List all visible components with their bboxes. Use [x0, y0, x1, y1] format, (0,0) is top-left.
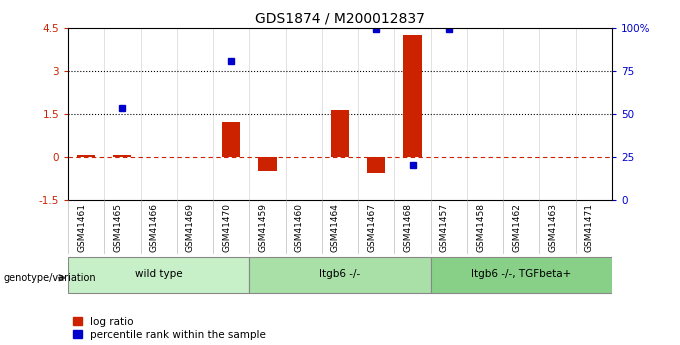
Bar — [258, 157, 277, 171]
Text: GSM41463: GSM41463 — [549, 203, 558, 252]
FancyBboxPatch shape — [250, 257, 430, 293]
FancyBboxPatch shape — [68, 257, 250, 293]
Text: GSM41464: GSM41464 — [331, 203, 340, 252]
Text: GSM41467: GSM41467 — [367, 203, 376, 252]
Legend: log ratio, percentile rank within the sample: log ratio, percentile rank within the sa… — [73, 317, 266, 340]
Text: GSM41462: GSM41462 — [512, 203, 522, 252]
Text: GSM41466: GSM41466 — [150, 203, 158, 252]
Text: Itgb6 -/-, TGFbeta+: Itgb6 -/-, TGFbeta+ — [471, 269, 571, 279]
Text: genotype/variation: genotype/variation — [3, 273, 96, 283]
Bar — [331, 110, 349, 157]
Text: GSM41458: GSM41458 — [476, 203, 485, 252]
Text: GSM41459: GSM41459 — [258, 203, 267, 252]
Text: GSM41469: GSM41469 — [186, 203, 195, 252]
Text: GSM41465: GSM41465 — [114, 203, 122, 252]
Text: GSM41470: GSM41470 — [222, 203, 231, 252]
FancyBboxPatch shape — [430, 257, 612, 293]
Title: GDS1874 / M200012837: GDS1874 / M200012837 — [255, 11, 425, 25]
Text: wild type: wild type — [135, 269, 182, 279]
Bar — [403, 35, 422, 157]
Text: GSM41468: GSM41468 — [403, 203, 413, 252]
Bar — [114, 155, 131, 157]
Bar — [222, 122, 240, 157]
Text: GSM41461: GSM41461 — [77, 203, 86, 252]
Text: GSM41457: GSM41457 — [440, 203, 449, 252]
Bar — [77, 155, 95, 157]
Text: Itgb6 -/-: Itgb6 -/- — [320, 269, 360, 279]
Text: GSM41460: GSM41460 — [294, 203, 304, 252]
Bar — [367, 157, 386, 173]
Text: GSM41471: GSM41471 — [585, 203, 594, 252]
